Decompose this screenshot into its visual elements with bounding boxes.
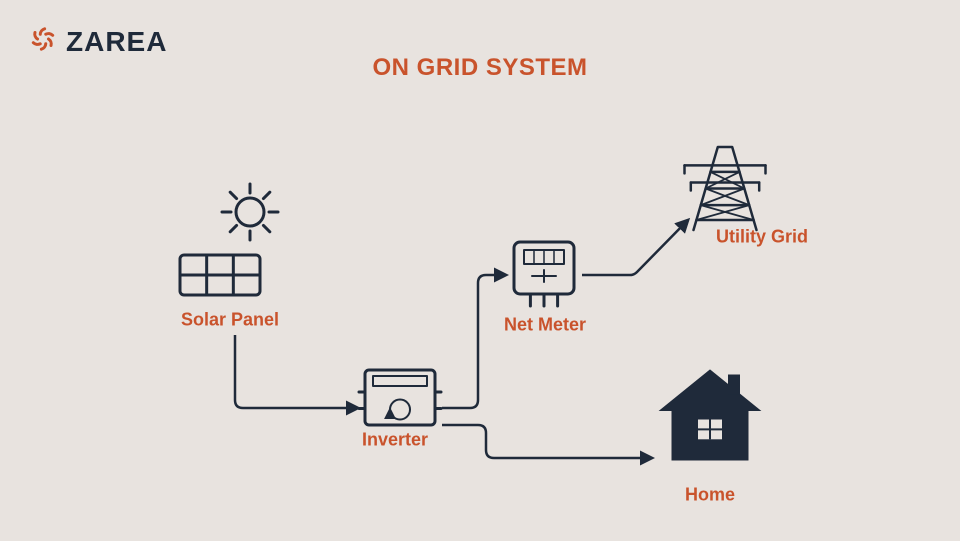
diagram-canvas: [0, 0, 960, 541]
node-label-home: Home: [685, 485, 735, 506]
flow-edge: [582, 220, 688, 275]
flow-edge: [235, 335, 358, 408]
flow-edge: [442, 425, 652, 458]
inverter-icon: [359, 370, 441, 425]
node-label-solar: Solar Panel: [181, 310, 279, 331]
flow-edge: [442, 275, 506, 408]
transmission-tower-icon: [685, 147, 766, 230]
node-label-inverter: Inverter: [362, 430, 428, 451]
solar-panel-icon: [180, 184, 278, 295]
net-meter-icon: [514, 242, 574, 306]
node-label-meter: Net Meter: [504, 315, 586, 336]
house-icon: [660, 370, 760, 460]
node-label-grid: Utility Grid: [716, 227, 808, 248]
